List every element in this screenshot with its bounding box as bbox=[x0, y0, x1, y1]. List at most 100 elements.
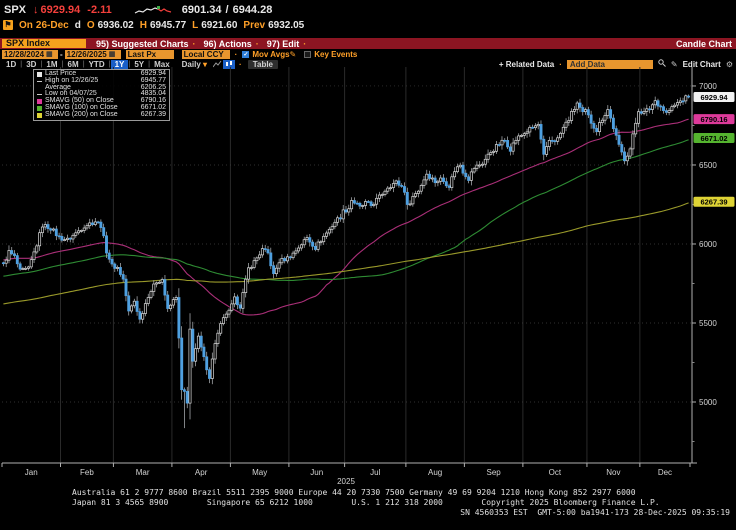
currency-value: Local CCY bbox=[183, 49, 224, 59]
legend-label: Last Price bbox=[45, 70, 77, 77]
quote-line-1: SPX ↓ 6929.94 -2.11 6901.34 / 6944.28 bbox=[4, 3, 272, 17]
start-date-input[interactable]: 12/28/2024 ▦ bbox=[2, 49, 58, 59]
mov-avgs-checkbox[interactable]: ✓ bbox=[242, 50, 250, 58]
edit-pencil-icon[interactable]: ✎ bbox=[289, 49, 297, 59]
legend-value: 6267.39 bbox=[140, 110, 166, 118]
end-date-input[interactable]: 12/26/2025 ▦ bbox=[64, 49, 121, 59]
period-button-1m[interactable]: 1M bbox=[46, 59, 58, 69]
svg-text:6790.16: 6790.16 bbox=[700, 115, 727, 124]
period-button-ytd[interactable]: YTD bbox=[88, 59, 105, 69]
legend-swatch-icon bbox=[37, 71, 42, 77]
legend-value: 6790.16 bbox=[140, 97, 166, 105]
price-change: -2.11 bbox=[87, 4, 112, 16]
page-title: Candle Chart bbox=[675, 38, 732, 49]
legend-row[interactable]: SMAVG (100) on Close 6671.02 bbox=[37, 103, 166, 112]
separator: | bbox=[40, 60, 43, 68]
range-separator: / bbox=[225, 4, 229, 16]
related-data-button[interactable]: + Related Data bbox=[498, 59, 555, 69]
price-chart-svg[interactable]: 7000 6500 6000 5500 5000 Jan Feb Mar Apr May Jun Ju… bbox=[0, 67, 736, 487]
svg-text:Aug: Aug bbox=[428, 468, 442, 477]
legend-value: 6929.94 bbox=[140, 70, 166, 77]
mov-avgs-label[interactable]: Mov Avgs bbox=[252, 49, 290, 59]
separator: | bbox=[61, 60, 64, 68]
svg-text:May: May bbox=[252, 468, 267, 477]
legend-value: 6671.02 bbox=[140, 103, 166, 111]
last-price: 6929.94 bbox=[40, 4, 81, 16]
sparkline-icon bbox=[134, 6, 171, 14]
key-events-label[interactable]: Key Events bbox=[314, 49, 358, 59]
legend-row[interactable]: SMAVG (200) on Close 6267.39 bbox=[37, 110, 166, 119]
edit-chart-button[interactable]: Edit Chart bbox=[682, 59, 721, 69]
search-icon[interactable] bbox=[658, 59, 666, 69]
low-label: L bbox=[192, 19, 199, 31]
legend-row[interactable]: SMAVG (50) on Close 6790.16 bbox=[37, 97, 166, 105]
high-label: H bbox=[139, 19, 147, 31]
candle-chart-icon[interactable] bbox=[223, 59, 236, 69]
svg-text:6500: 6500 bbox=[699, 161, 717, 170]
period-button-max[interactable]: Max bbox=[154, 59, 170, 69]
legend-label: Low on 04/07/25 bbox=[45, 90, 97, 98]
legend-row[interactable]: Last Price 6929.94 bbox=[37, 70, 166, 78]
period-button-5y[interactable]: 5Y bbox=[134, 59, 145, 69]
settings-toolbar: 12/28/2024 ▦ - 12/26/2025 ▦ Last Px Loca… bbox=[0, 49, 736, 59]
footer-contacts-line1: Australia 61 2 9777 8600 Brazil 5511 239… bbox=[72, 488, 636, 497]
separator: | bbox=[109, 61, 111, 68]
legend-row[interactable]: High on 12/26/25 6945.77 bbox=[37, 76, 166, 85]
menu-item[interactable]: 96) Actions bbox=[203, 38, 252, 49]
chart-actions: + Related Data · Add Data ✎ Edit Chart ⚙ bbox=[499, 59, 733, 69]
legend-spacer bbox=[37, 85, 42, 90]
legend-row[interactable]: Average 6206.25 bbox=[37, 83, 166, 92]
menu-dot: · bbox=[255, 38, 259, 49]
key-events-checkbox[interactable] bbox=[304, 50, 312, 58]
dot-separator: · bbox=[239, 59, 242, 69]
table-button[interactable]: Table bbox=[247, 59, 279, 69]
calendar-icon: ▦ bbox=[108, 50, 116, 58]
day-range-low: 6901.34 bbox=[181, 4, 222, 16]
svg-text:6671.02: 6671.02 bbox=[700, 134, 727, 143]
legend-row[interactable]: Low on 04/07/25 4835.04 bbox=[37, 90, 166, 98]
quote-line-2: ⚑ On 26-Dec d O 6936.02 H 6945.77 L 6921… bbox=[3, 19, 304, 31]
add-data-input[interactable]: Add Data bbox=[566, 59, 653, 69]
footer-session-info: SN 4560353 EST GMT-5:00 ba1941-173 28-De… bbox=[460, 508, 730, 517]
svg-text:5500: 5500 bbox=[699, 319, 717, 328]
prev-label: Prev bbox=[243, 19, 266, 31]
legend-label: SMAVG (200) on Close bbox=[45, 110, 118, 118]
frequency-select[interactable]: Daily ▾ bbox=[178, 60, 211, 69]
session-flag: d bbox=[74, 19, 81, 31]
legend-label: SMAVG (50) on Close bbox=[45, 97, 114, 105]
gear-icon[interactable]: ⚙ bbox=[725, 59, 733, 69]
end-date-value: 12/26/2025 bbox=[66, 49, 107, 59]
session-date: 26-Dec bbox=[35, 19, 69, 31]
calendar-icon: ▦ bbox=[46, 50, 53, 58]
note-flag-icon[interactable]: ⚑ bbox=[3, 20, 13, 30]
security-input[interactable]: SPX Index bbox=[2, 39, 86, 48]
price-type-value: Last Px bbox=[127, 49, 157, 59]
legend-value: 6206.25 bbox=[140, 83, 166, 91]
prev-value: 6932.05 bbox=[268, 19, 305, 31]
currency-select[interactable]: Local CCY bbox=[181, 49, 230, 59]
legend-label: High on 12/26/25 bbox=[45, 76, 99, 84]
line-chart-icon[interactable] bbox=[211, 60, 223, 69]
menu-items: 95) Suggested Charts · 96) Actions · 97) Edi… bbox=[96, 39, 314, 49]
dot-separator: · bbox=[234, 49, 238, 59]
legend-label: SMAVG (100) on Close bbox=[45, 103, 118, 111]
period-button-1y[interactable]: 1Y bbox=[110, 59, 129, 69]
menu-item[interactable]: 97) Edit bbox=[266, 38, 300, 49]
menu-item[interactable]: 95) Suggested Charts bbox=[96, 38, 189, 49]
period-button-1d[interactable]: 1D bbox=[6, 59, 17, 69]
svg-text:Jun: Jun bbox=[310, 468, 323, 477]
svg-text:Apr: Apr bbox=[195, 468, 208, 477]
svg-text:Feb: Feb bbox=[80, 468, 94, 477]
legend-value: 6945.77 bbox=[140, 76, 166, 84]
dot-separator: · bbox=[559, 59, 562, 69]
period-buttons: 1D|3D|1M|6M|YTD|1Y|5Y|Max bbox=[2, 59, 174, 69]
price-type-select[interactable]: Last Px bbox=[125, 49, 174, 59]
footer-contacts-line2: Japan 81 3 4565 8900 Singapore 65 6212 1… bbox=[72, 498, 660, 507]
period-button-3d[interactable]: 3D bbox=[26, 59, 37, 69]
period-toolbar: 1D|3D|1M|6M|YTD|1Y|5Y|Max Daily ▾ · Tabl… bbox=[0, 59, 736, 69]
svg-text:Dec: Dec bbox=[658, 468, 672, 477]
svg-text:Oct: Oct bbox=[549, 468, 562, 477]
legend-swatch-icon bbox=[37, 99, 42, 105]
svg-text:Jan: Jan bbox=[25, 468, 38, 477]
period-button-6m[interactable]: 6M bbox=[67, 59, 79, 69]
